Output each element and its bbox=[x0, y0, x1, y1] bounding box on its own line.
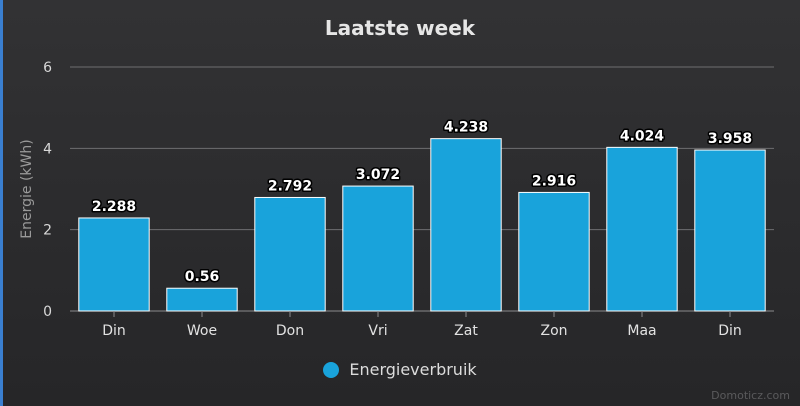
data-label: 3.958 bbox=[708, 131, 752, 147]
bar[interactable] bbox=[78, 217, 150, 312]
data-label: 0.56 bbox=[185, 269, 220, 285]
legend-series-marker[interactable] bbox=[323, 361, 340, 378]
data-label: 2.916 bbox=[532, 173, 576, 189]
x-tick-label: Woe bbox=[187, 323, 217, 339]
legend[interactable]: Energieverbruik bbox=[0, 360, 800, 379]
x-tick-label: Don bbox=[276, 323, 304, 339]
bar[interactable] bbox=[342, 185, 414, 312]
bar[interactable] bbox=[430, 138, 502, 312]
x-tick-label: Zat bbox=[454, 323, 478, 339]
x-tick-label: Zon bbox=[540, 323, 567, 339]
y-axis-title: Energie (kWh) bbox=[19, 139, 35, 238]
legend-series-label[interactable]: Energieverbruik bbox=[349, 360, 477, 379]
x-tick-label: Vri bbox=[368, 323, 387, 339]
chart-title: Laatste week bbox=[324, 16, 476, 40]
x-tick-label: Maa bbox=[627, 323, 656, 339]
panel-accent-border bbox=[0, 0, 3, 406]
y-tick-label: 0 bbox=[43, 304, 52, 320]
x-tick-label: Din bbox=[718, 323, 742, 339]
bar[interactable] bbox=[254, 196, 326, 312]
data-label: 2.792 bbox=[268, 178, 312, 194]
credit-text[interactable]: Domoticz.com bbox=[711, 389, 790, 402]
y-tick-label: 2 bbox=[43, 223, 52, 239]
y-tick-label: 6 bbox=[43, 60, 52, 76]
bar[interactable] bbox=[518, 191, 590, 312]
data-label: 4.024 bbox=[620, 128, 665, 144]
bar[interactable] bbox=[166, 287, 238, 312]
y-tick-label: 4 bbox=[43, 141, 52, 157]
data-label: 3.072 bbox=[356, 167, 400, 183]
data-label: 2.288 bbox=[92, 199, 136, 215]
x-tick-label: Din bbox=[102, 323, 126, 339]
bar[interactable] bbox=[694, 149, 766, 312]
bar[interactable] bbox=[606, 146, 678, 312]
data-label: 4.238 bbox=[444, 120, 488, 136]
